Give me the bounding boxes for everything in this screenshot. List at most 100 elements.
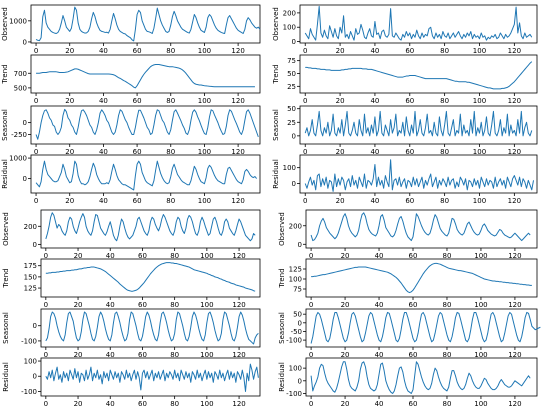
- x-tick-label: 80: [440, 97, 449, 105]
- series-line: [304, 5, 533, 41]
- x-tick-label: 0: [309, 301, 313, 309]
- panel-trend: 125 150 175 0 20 40 60 80 100 120 Trend: [2, 258, 261, 309]
- x-tick-label: 60: [405, 197, 414, 205]
- x-tick-label: 60: [409, 351, 418, 359]
- y-tick-label: 0: [23, 38, 27, 46]
- x-tick-label: 40: [370, 97, 379, 105]
- y-tick-label: -100: [286, 337, 302, 345]
- x-tick-label: 20: [65, 97, 74, 105]
- x-tick-label: 20: [74, 252, 83, 260]
- y-axis-label: Residual: [272, 159, 280, 189]
- y-tick-label: 0: [23, 119, 27, 127]
- x-tick-label: 40: [375, 301, 384, 309]
- y-tick-label: 200: [24, 223, 37, 231]
- x-tick-label: 120: [232, 351, 245, 359]
- x-tick-label: 100: [473, 197, 486, 205]
- x-tick-label: 80: [166, 148, 175, 156]
- x-tick-label: 80: [170, 400, 179, 406]
- x-tick-label: 120: [232, 400, 245, 406]
- x-tick-label: 120: [508, 301, 521, 309]
- x-tick-label: 120: [232, 252, 245, 260]
- y-tick-label: -100: [21, 388, 37, 396]
- x-tick-label: 20: [65, 197, 74, 205]
- x-tick-label: 40: [99, 197, 108, 205]
- x-tick-label: 20: [341, 252, 350, 260]
- y-axis-label: Trend: [2, 268, 10, 288]
- y-tick-label: 150: [24, 273, 37, 281]
- axes-frame: [40, 258, 261, 298]
- y-tick-label: 75: [287, 57, 296, 65]
- x-tick-label: 80: [440, 148, 449, 156]
- x-tick-label: 60: [133, 97, 142, 105]
- y-tick-label: 1000: [9, 155, 27, 163]
- x-tick-label: 100: [198, 148, 211, 156]
- x-tick-label: 80: [166, 197, 175, 205]
- series-line: [45, 262, 256, 292]
- y-tick-label: 100: [289, 365, 302, 373]
- y-axis-label: Trend: [272, 64, 280, 84]
- y-tick-label: 0: [292, 38, 296, 46]
- x-tick-label: 120: [508, 47, 521, 55]
- panel-trend: 500 700 0 20 40 60 80 100 120 Trend: [1, 54, 261, 105]
- panel-observed: 0 200 0 20 40 60 80 100 120 Observed: [2, 209, 261, 260]
- x-tick-label: 80: [440, 47, 449, 55]
- axes-frame: [305, 258, 538, 298]
- x-tick-label: 40: [375, 351, 384, 359]
- panel-trend: 25 50 75 0 20 40 60 80 100 120 Trend: [272, 54, 538, 105]
- x-tick-label: 0: [309, 400, 313, 406]
- y-tick-label: 1000: [9, 17, 27, 25]
- series-line: [304, 110, 533, 137]
- x-tick-label: 0: [303, 47, 307, 55]
- axes-frame: [305, 357, 538, 397]
- x-tick-label: 100: [198, 197, 211, 205]
- axes-frame: [299, 54, 538, 94]
- axes-frame: [305, 308, 538, 348]
- x-tick-label: 100: [200, 351, 213, 359]
- y-tick-label: 500: [14, 84, 27, 92]
- x-tick-label: 100: [474, 400, 487, 406]
- x-tick-label: 100: [474, 252, 487, 260]
- x-tick-label: 20: [65, 148, 74, 156]
- y-tick-label: -250: [11, 131, 27, 139]
- axes-frame: [40, 357, 261, 397]
- x-tick-label: 60: [138, 351, 147, 359]
- y-tick-label: 125: [289, 266, 302, 274]
- x-tick-label: 120: [508, 97, 521, 105]
- x-tick-label: 100: [473, 148, 486, 156]
- axes-frame: [299, 4, 538, 44]
- series-line: [311, 262, 532, 294]
- x-tick-label: 40: [106, 351, 115, 359]
- x-tick-label: 20: [74, 400, 83, 406]
- x-tick-label: 20: [336, 47, 345, 55]
- x-tick-label: 120: [508, 197, 521, 205]
- y-tick-label: 175: [24, 262, 37, 270]
- x-tick-label: 80: [443, 400, 452, 406]
- y-tick-label: 25: [287, 83, 296, 91]
- y-tick-label: 100: [289, 276, 302, 284]
- axes-frame: [299, 154, 538, 194]
- axes-frame: [305, 209, 538, 249]
- x-tick-label: 100: [474, 301, 487, 309]
- y-tick-label: 0: [33, 322, 37, 330]
- y-tick-label: -100: [286, 390, 302, 398]
- x-tick-label: 0: [303, 148, 307, 156]
- x-tick-label: 60: [133, 197, 142, 205]
- y-tick-label: 100: [24, 358, 37, 366]
- x-tick-label: 60: [405, 47, 414, 55]
- panel-residual: -100 0 100 0 20 40 60 80 100 120 Residual: [2, 357, 261, 406]
- x-tick-label: 80: [170, 252, 179, 260]
- y-tick-label: 0: [292, 132, 296, 140]
- axes-frame: [40, 308, 261, 348]
- panel-observed: 0 100 200 0 20 40 60 80 100 120 Observed: [272, 4, 538, 55]
- x-tick-label: 80: [166, 97, 175, 105]
- x-tick-label: 60: [409, 252, 418, 260]
- series-line: [35, 6, 261, 42]
- y-axis-label: Observed: [2, 212, 10, 246]
- series-line: [45, 363, 259, 392]
- x-tick-label: 20: [65, 47, 74, 55]
